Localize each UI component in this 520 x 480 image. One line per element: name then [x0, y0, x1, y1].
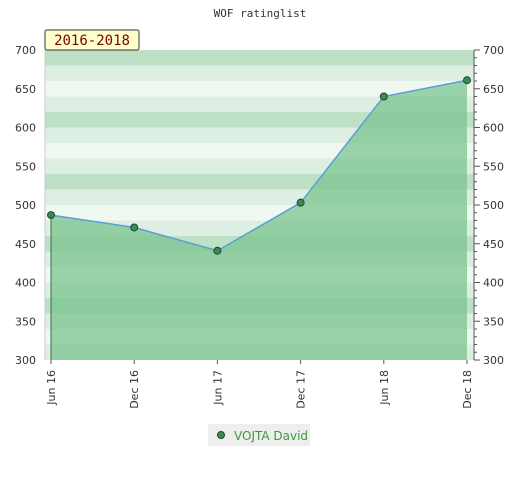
y-tick-label-right: 400	[483, 277, 504, 290]
y-tick-label-left: 300	[15, 354, 36, 367]
data-point	[213, 246, 222, 255]
x-tick-label: Dec 16	[128, 370, 141, 409]
y-tick-label-left: 450	[15, 238, 36, 251]
x-tick-label: Jun 17	[211, 370, 224, 406]
chart-title: WOF ratinglist	[214, 7, 307, 20]
y-axis-right-ticks: 300 350 400 450 500 550 600 650 700	[474, 44, 504, 367]
background-band	[45, 65, 474, 81]
period-badge: 2016-2018	[44, 29, 140, 51]
background-band	[45, 50, 474, 66]
y-tick-label-left: 400	[15, 277, 36, 290]
x-tick-label: Dec 17	[295, 370, 308, 409]
legend[interactable]: VOJTA David	[208, 424, 310, 446]
x-tick-label: Dec 18	[461, 370, 474, 409]
y-tick-label-right: 700	[483, 44, 504, 57]
y-tick-label-right: 450	[483, 238, 504, 251]
period-label: 2016-2018	[54, 33, 130, 49]
data-point	[130, 223, 139, 232]
x-axis-ticks: Jun 16 Dec 16 Jun 17 Dec 17 Jun 18 Dec 18	[45, 360, 474, 409]
y-axis-minor-ticks	[474, 57, 477, 353]
series-line	[50, 79, 468, 252]
legend-marker	[217, 431, 225, 439]
data-point	[379, 92, 388, 101]
y-tick-label-right: 550	[483, 160, 504, 173]
x-tick-label: Jun 16	[45, 370, 58, 406]
y-tick-label-right: 600	[483, 122, 504, 135]
y-tick-label-left: 550	[15, 160, 36, 173]
y-axis-left-ticks: 300 350 400 450 500 550 600 650 700	[15, 44, 36, 367]
x-tick-label: Jun 18	[378, 370, 391, 406]
y-tick-label-left: 500	[15, 199, 36, 212]
y-tick-label-right: 650	[483, 83, 504, 96]
legend-label: VOJTA David	[234, 429, 308, 443]
y-tick-label-left: 600	[15, 122, 36, 135]
y-tick-label-right: 500	[483, 199, 504, 212]
legend-box	[208, 424, 310, 446]
y-tick-label-left: 700	[15, 44, 36, 57]
background-band	[45, 81, 474, 97]
y-tick-label-left: 650	[15, 83, 36, 96]
series-area	[51, 80, 467, 360]
y-tick-label-right: 300	[483, 354, 504, 367]
background-band	[45, 96, 474, 112]
data-point	[296, 198, 305, 207]
series-markers	[47, 76, 471, 360]
period-badge-box	[44, 29, 140, 51]
y-tick-label-left: 350	[15, 315, 36, 328]
y-tick-label-right: 350	[483, 315, 504, 328]
data-point	[463, 76, 471, 85]
